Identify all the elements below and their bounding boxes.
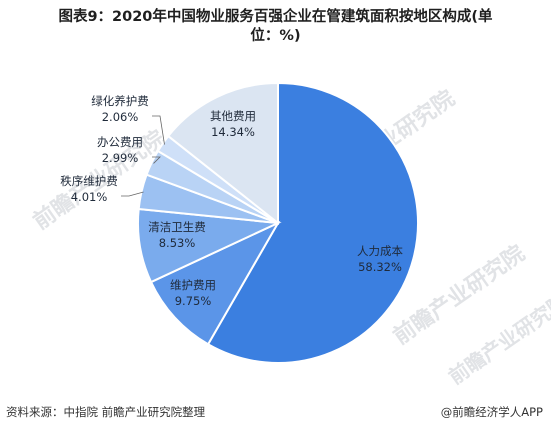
slice-value-label: 9.75%	[175, 294, 212, 308]
slice-label: 秩序维护费	[60, 174, 118, 188]
pie-slice	[206, 81, 419, 364]
leader-line	[152, 115, 165, 145]
chart-title-line2: 位：%)	[250, 28, 301, 44]
slice-label: 其他费用	[210, 109, 256, 123]
brand-note: @前瞻经济学人APP	[440, 405, 543, 419]
pie-slice	[149, 220, 281, 346]
slice-value-label: 2.99%	[102, 151, 139, 165]
slice-value-label: 8.53%	[159, 236, 196, 250]
leader-line	[121, 191, 144, 197]
slice-value-label: 2.06%	[102, 110, 139, 124]
slice-value-label: 58.32%	[358, 260, 402, 274]
slice-value-label: 14.34%	[211, 125, 255, 139]
chart-title-line1: 图表9：2020年中国物业服务百强企业在管建筑面积按地区构成(单	[58, 9, 493, 25]
slice-label: 绿化养护费	[91, 94, 149, 108]
slice-value-label: 4.01%	[71, 190, 108, 204]
slice-label: 清洁卫生费	[148, 220, 206, 234]
pie-slice	[166, 81, 279, 226]
slice-label: 人力成本	[357, 244, 403, 258]
pie-slices	[137, 81, 419, 364]
slice-label: 办公费用	[97, 135, 143, 149]
slice-labels: 人力成本 58.32% 维护费用 9.75% 清洁卫生费 8.53% 秩序维护费 4.01% 办…	[60, 94, 403, 308]
source-note: 资料来源：中指院 前瞻产业研究院整理	[6, 405, 206, 419]
chart-title: 图表9：2020年中国物业服务百强企业在管建筑面积按地区构成(单 位：%)	[0, 8, 551, 46]
leader-line	[152, 156, 161, 164]
leader-lines	[121, 115, 165, 197]
slice-label: 维护费用	[170, 278, 216, 292]
